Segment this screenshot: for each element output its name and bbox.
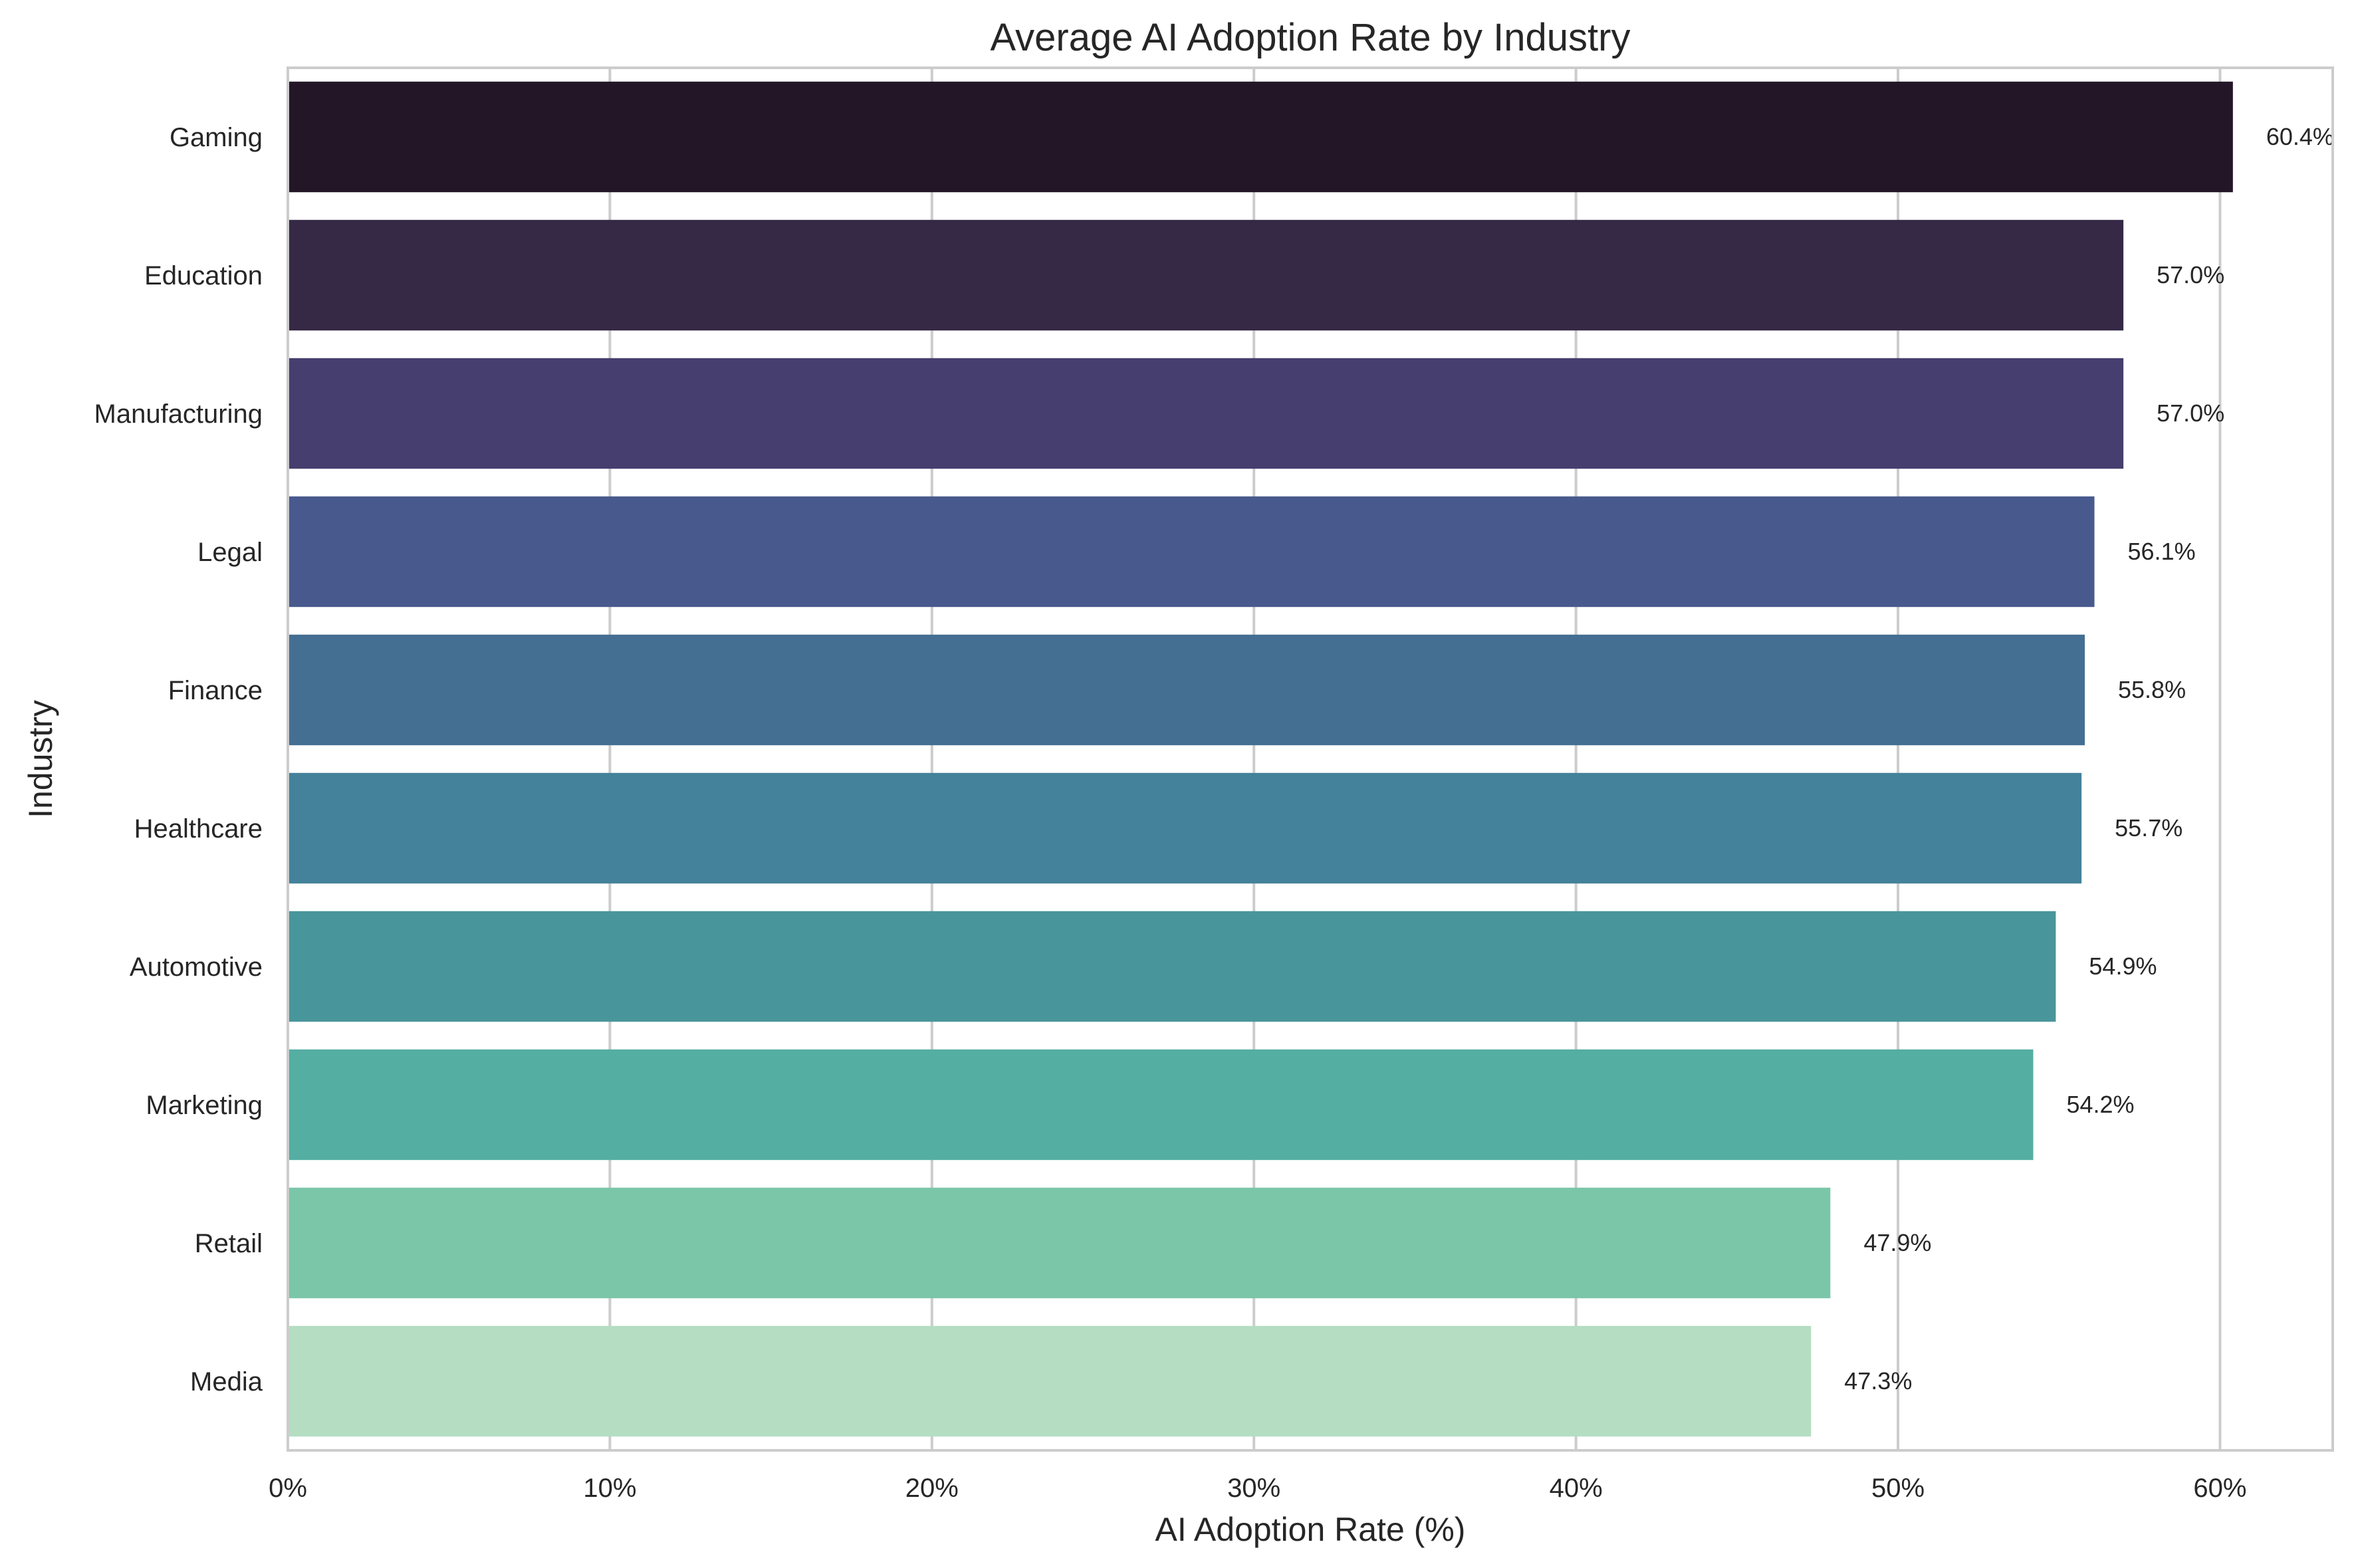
- bar-retail: [288, 1187, 1831, 1299]
- x-tick-label: 10%: [583, 1474, 636, 1503]
- bar-legal: [288, 496, 2095, 608]
- x-tick-label: 40%: [1550, 1474, 1603, 1503]
- y-axis-label: Industry: [22, 700, 59, 818]
- data-label: 54.2%: [2066, 1091, 2134, 1118]
- y-tick-label: Finance: [168, 676, 263, 705]
- bar-automotive: [288, 911, 2056, 1022]
- data-label: 60.4%: [2266, 123, 2334, 150]
- data-label: 56.1%: [2128, 538, 2196, 565]
- data-label: 47.9%: [1863, 1229, 1931, 1256]
- data-label: 57.0%: [2157, 399, 2224, 427]
- x-axis-label: AI Adoption Rate (%): [1155, 1511, 1466, 1548]
- y-tick-label: Media: [190, 1367, 263, 1397]
- data-label: 47.3%: [1844, 1367, 1912, 1395]
- y-tick-label: Education: [144, 261, 263, 290]
- y-tick-label: Automotive: [130, 952, 263, 982]
- x-tick-label: 30%: [1227, 1474, 1280, 1503]
- y-tick-label: Manufacturing: [94, 399, 263, 429]
- x-tick-label: 0%: [269, 1474, 307, 1503]
- data-label: 57.0%: [2157, 261, 2224, 288]
- bar-gaming: [288, 81, 2233, 193]
- y-tick-label: Healthcare: [134, 814, 263, 843]
- chart-title: Average AI Adoption Rate by Industry: [990, 16, 1630, 59]
- x-tick-label: 60%: [2193, 1474, 2246, 1503]
- bar-manufacturing: [288, 358, 2124, 469]
- data-label: 55.7%: [2115, 814, 2182, 841]
- data-label: 54.9%: [2089, 952, 2157, 980]
- y-tick-label: Gaming: [170, 123, 263, 152]
- y-tick-label: Marketing: [146, 1091, 263, 1120]
- y-tick-label: Legal: [197, 538, 263, 567]
- x-tick-label: 20%: [905, 1474, 959, 1503]
- data-label: 55.8%: [2118, 676, 2186, 703]
- bar-finance: [288, 634, 2085, 746]
- bar-marketing: [288, 1049, 2034, 1161]
- bar-healthcare: [288, 772, 2082, 884]
- bar-media: [288, 1325, 1812, 1437]
- y-tick-label: Retail: [195, 1229, 263, 1258]
- x-tick-label: 50%: [1871, 1474, 1925, 1503]
- bar-education: [288, 219, 2124, 331]
- plot-frame: [287, 66, 2334, 1452]
